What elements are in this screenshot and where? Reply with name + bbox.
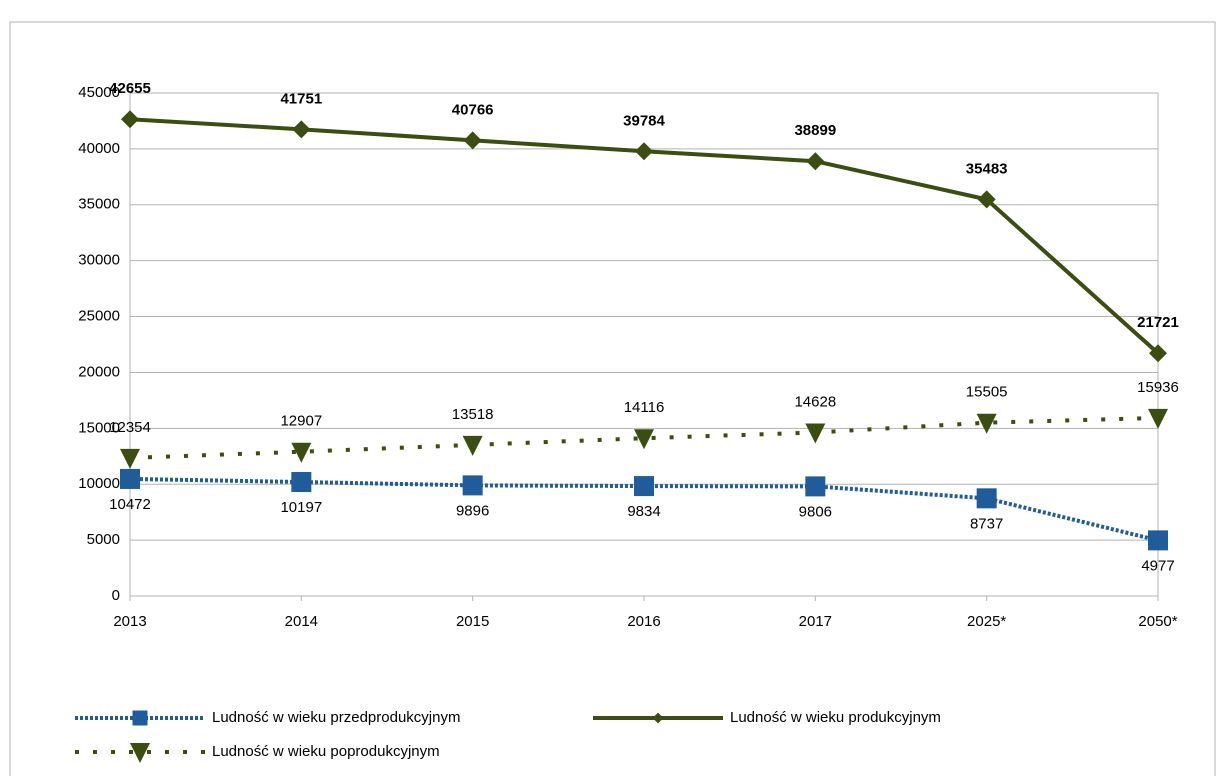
- point: [634, 476, 654, 497]
- data-label: 14628: [794, 393, 836, 410]
- y-tick-label: 30000: [78, 252, 120, 269]
- data-label: 14116: [624, 399, 665, 416]
- point: [805, 423, 826, 444]
- point: [462, 435, 483, 456]
- y-tick-label: 20000: [78, 363, 120, 380]
- point: [462, 475, 483, 496]
- data-label: 10197: [280, 499, 322, 516]
- x-tick-label: 2015: [456, 613, 489, 630]
- point: [1149, 344, 1167, 363]
- y-tick-label: 35000: [78, 196, 120, 213]
- x-tick-label: 2016: [627, 613, 660, 630]
- legend-marker: [652, 712, 664, 724]
- legend-marker: [130, 743, 150, 763]
- data-label: 38899: [794, 122, 836, 139]
- data-label: 42655: [109, 80, 151, 97]
- point: [805, 476, 826, 497]
- point: [120, 448, 140, 469]
- y-tick-label: 0: [112, 587, 120, 604]
- data-label: 4977: [1141, 557, 1174, 574]
- point: [121, 110, 139, 129]
- data-label: 40766: [452, 101, 494, 118]
- x-tick-label: 2050*: [1138, 613, 1177, 630]
- y-tick-label: 40000: [78, 140, 120, 157]
- x-tick-label: 2013: [113, 613, 146, 630]
- data-label: 9806: [799, 503, 832, 520]
- point: [976, 488, 997, 509]
- y-tick-label: 10000: [78, 475, 120, 492]
- data-label: 9834: [627, 503, 660, 520]
- data-label: 35483: [966, 160, 1008, 177]
- legend-marker: [132, 710, 148, 726]
- data-label: 12907: [280, 413, 322, 430]
- point: [977, 190, 996, 209]
- x-tick-label: 2014: [285, 613, 318, 630]
- data-label: 15505: [966, 384, 1008, 401]
- data-label: 41751: [280, 90, 322, 107]
- point: [806, 152, 825, 171]
- point: [635, 142, 653, 161]
- legend-label: Ludność w wieku poprodukcyjnym: [212, 743, 440, 760]
- y-tick-label: 45000: [78, 84, 120, 101]
- data-label: 8737: [970, 515, 1003, 532]
- data-label: 15936: [1137, 379, 1179, 396]
- data-label: 21721: [1137, 314, 1179, 331]
- chart-frame: [9, 21, 1216, 776]
- legend-label: Ludność w wieku produkcyjnym: [730, 709, 941, 726]
- data-label: 13518: [452, 406, 494, 423]
- y-tick-label: 15000: [78, 419, 120, 436]
- point: [1148, 408, 1168, 429]
- y-tick-label: 5000: [87, 531, 120, 548]
- point: [634, 429, 654, 450]
- data-label: 9896: [456, 502, 489, 519]
- data-label: 10472: [109, 496, 151, 513]
- point: [291, 472, 312, 493]
- y-tick-label: 25000: [78, 308, 120, 325]
- x-tick-label: 2025*: [967, 613, 1006, 630]
- point: [292, 120, 311, 139]
- legend-label: Ludność w wieku przedprodukcyjnym: [212, 709, 460, 726]
- x-tick-label: 2017: [799, 613, 832, 630]
- point: [120, 468, 140, 489]
- point: [291, 442, 312, 463]
- point: [1148, 530, 1168, 551]
- data-label: 39784: [623, 112, 665, 129]
- data-label: 12354: [109, 419, 151, 436]
- point: [976, 413, 997, 434]
- point: [463, 131, 482, 150]
